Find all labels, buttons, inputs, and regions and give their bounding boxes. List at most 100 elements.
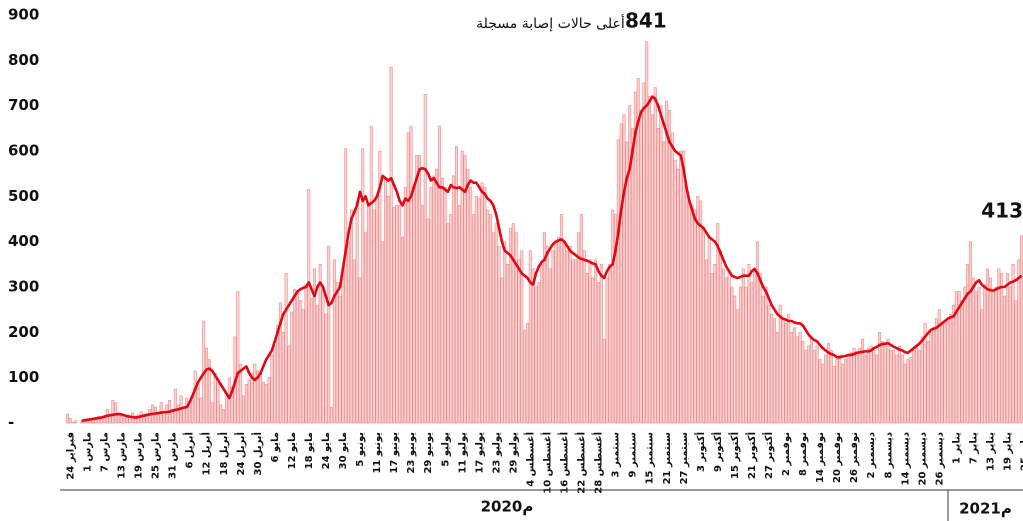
bar [128, 417, 132, 424]
bar [912, 350, 916, 424]
bar [841, 363, 845, 424]
bar [579, 214, 583, 424]
bar [537, 282, 541, 424]
bar [91, 419, 95, 424]
bar [236, 291, 240, 424]
bar [639, 109, 643, 424]
x-tick-label: 19 يناير [1003, 432, 1014, 471]
bar [784, 322, 788, 424]
bar [287, 345, 291, 424]
bar [506, 264, 510, 424]
bar [298, 300, 302, 424]
x-tick-label: 30 أبريل [251, 432, 264, 476]
x-tick-label: 16 أغسطس [558, 432, 571, 494]
bar [398, 205, 402, 424]
bar [250, 372, 254, 424]
bar [307, 189, 311, 424]
x-tick-label: 17 يونيو [389, 432, 400, 474]
bar [750, 282, 754, 424]
x-tick-label: 13 يناير [986, 432, 997, 471]
bar [349, 209, 353, 424]
x-tick-label: 9 سبتمبر [628, 432, 639, 478]
bar [173, 388, 177, 424]
bar [454, 146, 458, 424]
bar [997, 268, 1001, 424]
bar [423, 94, 427, 424]
bar [767, 304, 771, 424]
bar [929, 332, 933, 424]
bar [880, 341, 884, 424]
bar [534, 286, 538, 424]
bar [809, 336, 813, 424]
bar [869, 345, 873, 424]
bar [909, 356, 913, 424]
bar [432, 175, 436, 424]
x-tick-label: 3 سبتمبر [611, 432, 622, 478]
bar [489, 214, 493, 424]
bar [1017, 259, 1021, 424]
x-tick-label: 14 نوفمبر [815, 432, 826, 483]
bar [222, 409, 226, 424]
bar [310, 298, 314, 424]
bar [207, 359, 211, 424]
y-tick-label: 900 [8, 6, 39, 24]
bar [395, 205, 399, 424]
bar [693, 209, 697, 424]
bar [449, 214, 453, 424]
x-tick-label: 24 أبريل [234, 432, 247, 476]
bar [616, 139, 620, 424]
bar [727, 273, 731, 424]
bar [114, 402, 118, 424]
bar [631, 128, 635, 424]
x-tick-label: 1 مارس [82, 432, 93, 472]
bar [801, 341, 805, 424]
bar [119, 415, 123, 424]
bar [920, 336, 924, 424]
bar [659, 105, 663, 424]
bar [721, 268, 725, 424]
bar [312, 268, 316, 424]
x-tick-label: 14 ديسمبر [900, 432, 911, 485]
bar [327, 245, 331, 424]
bar [443, 186, 447, 424]
x-tick-label: 19 مارس [134, 432, 145, 479]
x-tick-label: 28 أغسطس [592, 432, 605, 494]
bar [690, 205, 694, 424]
bar [937, 309, 941, 424]
bar [582, 250, 586, 424]
bar [193, 370, 197, 424]
x-tick-label: 10 أغسطس [541, 432, 554, 494]
bar [790, 332, 794, 424]
bar [401, 236, 405, 424]
x-tick-label: 26 ديسمبر [934, 432, 945, 485]
bar [591, 277, 595, 424]
bar [554, 241, 558, 424]
x-tick-label: 1 يناير [951, 432, 962, 464]
bar [628, 105, 632, 424]
bar [926, 341, 930, 424]
bar [205, 347, 209, 424]
x-tick-label: 15 سبتمبر [645, 432, 656, 485]
bar [426, 218, 430, 424]
bar [696, 196, 700, 424]
bar [682, 150, 686, 424]
bar [818, 359, 822, 424]
y-tick-label: 600 [8, 142, 39, 160]
bar [798, 332, 802, 424]
y-tick-label: 300 [8, 278, 39, 296]
bar [111, 400, 115, 424]
bar [97, 415, 101, 424]
bar [619, 123, 623, 424]
bar [753, 268, 757, 424]
x-tick-label: 13 مارس [117, 432, 128, 479]
x-tick-label: 24 مايو [321, 432, 332, 469]
bar [900, 354, 904, 424]
bar [381, 241, 385, 424]
bar [290, 311, 294, 424]
bar [1008, 286, 1012, 424]
bar [386, 196, 390, 424]
bar [781, 318, 785, 424]
x-tick-label: 11 يونيو [372, 432, 383, 474]
bar [829, 350, 833, 424]
bar [392, 207, 396, 424]
